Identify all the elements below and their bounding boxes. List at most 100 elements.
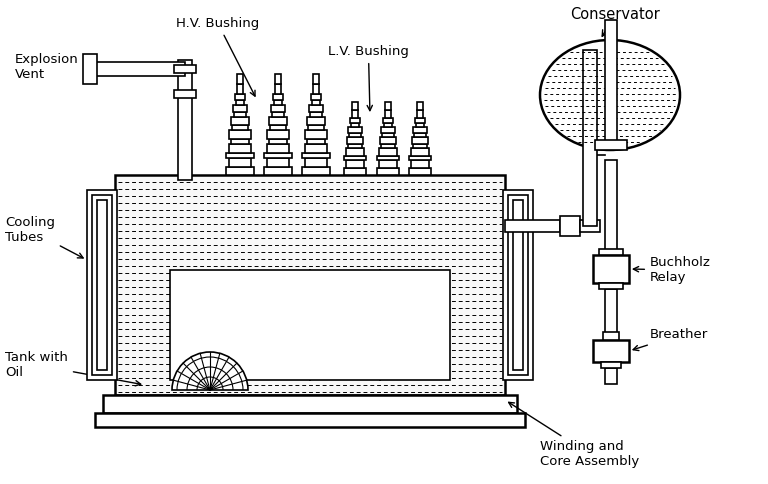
Bar bbox=[346, 160, 364, 168]
Bar bbox=[236, 100, 244, 105]
Text: Winding and
Core Assembly: Winding and Core Assembly bbox=[508, 402, 639, 468]
Bar bbox=[385, 102, 391, 110]
Text: Tank with
Oil: Tank with Oil bbox=[5, 351, 141, 386]
Bar bbox=[302, 153, 330, 158]
Bar bbox=[226, 167, 254, 175]
Bar bbox=[305, 158, 327, 167]
Ellipse shape bbox=[540, 40, 680, 150]
Bar bbox=[415, 118, 425, 123]
Bar bbox=[377, 168, 399, 175]
Bar bbox=[351, 123, 359, 127]
Bar bbox=[379, 160, 397, 168]
Bar bbox=[352, 102, 358, 110]
Bar bbox=[103, 395, 517, 413]
Bar bbox=[305, 130, 327, 139]
Bar bbox=[413, 144, 427, 148]
Bar bbox=[226, 153, 254, 158]
Bar bbox=[270, 125, 286, 130]
Bar bbox=[275, 74, 281, 84]
Bar bbox=[232, 125, 248, 130]
Bar bbox=[178, 60, 192, 180]
Bar bbox=[508, 195, 528, 375]
Bar bbox=[313, 74, 319, 84]
Bar bbox=[309, 105, 323, 112]
Bar bbox=[233, 105, 247, 112]
Bar bbox=[603, 332, 619, 340]
Text: H.V. Bushing: H.V. Bushing bbox=[177, 17, 260, 96]
Text: Buchholz
Relay: Buchholz Relay bbox=[634, 256, 711, 284]
Bar bbox=[312, 100, 320, 105]
Bar bbox=[267, 130, 289, 139]
Bar bbox=[583, 50, 597, 226]
Text: L.V. Bushing: L.V. Bushing bbox=[328, 45, 409, 111]
Bar bbox=[344, 156, 366, 160]
Bar bbox=[308, 125, 324, 130]
Bar bbox=[344, 168, 366, 175]
Bar bbox=[381, 127, 395, 133]
Bar bbox=[272, 112, 284, 117]
Bar bbox=[580, 220, 600, 232]
Bar bbox=[384, 123, 392, 127]
Bar bbox=[505, 220, 560, 232]
Bar bbox=[593, 255, 629, 283]
Bar bbox=[95, 413, 525, 427]
Bar bbox=[310, 112, 322, 117]
Bar bbox=[237, 74, 243, 84]
Bar bbox=[267, 158, 289, 167]
Bar bbox=[414, 133, 426, 137]
Bar bbox=[383, 118, 393, 123]
Bar bbox=[229, 144, 251, 153]
Bar bbox=[95, 62, 185, 76]
Text: Cooling
Tubes: Cooling Tubes bbox=[5, 216, 83, 258]
Text: Explosion
Vent: Explosion Vent bbox=[15, 53, 99, 81]
Bar bbox=[307, 139, 325, 144]
Bar bbox=[605, 160, 617, 255]
Bar bbox=[87, 190, 117, 380]
Bar bbox=[271, 105, 285, 112]
Bar bbox=[229, 158, 251, 167]
Bar bbox=[269, 117, 287, 125]
Bar bbox=[174, 65, 196, 73]
Bar bbox=[237, 84, 243, 94]
Bar bbox=[302, 167, 330, 175]
Bar bbox=[264, 153, 292, 158]
Bar bbox=[346, 148, 364, 156]
Bar bbox=[348, 144, 362, 148]
Bar bbox=[311, 94, 321, 100]
Bar bbox=[269, 139, 287, 144]
Bar bbox=[605, 289, 617, 340]
Bar bbox=[352, 110, 358, 118]
Bar bbox=[413, 127, 427, 133]
Bar bbox=[560, 216, 580, 236]
Bar bbox=[313, 84, 319, 94]
Bar bbox=[381, 144, 395, 148]
Bar bbox=[599, 249, 623, 255]
Bar bbox=[385, 110, 391, 118]
Bar bbox=[115, 175, 505, 395]
Bar bbox=[347, 137, 363, 144]
Bar bbox=[92, 195, 112, 375]
Bar bbox=[601, 362, 621, 368]
Bar bbox=[595, 140, 627, 150]
Wedge shape bbox=[172, 352, 248, 390]
Bar bbox=[349, 133, 361, 137]
Bar bbox=[348, 127, 362, 133]
Bar bbox=[307, 117, 325, 125]
Bar bbox=[275, 84, 281, 94]
Bar bbox=[411, 148, 429, 156]
Bar bbox=[234, 112, 246, 117]
Bar bbox=[605, 20, 617, 150]
Bar bbox=[416, 123, 424, 127]
Bar bbox=[513, 200, 523, 370]
Bar bbox=[411, 160, 429, 168]
Bar bbox=[97, 200, 107, 370]
Bar bbox=[83, 54, 97, 84]
Bar bbox=[409, 168, 431, 175]
Bar bbox=[231, 117, 249, 125]
Bar bbox=[229, 130, 251, 139]
Bar bbox=[379, 148, 397, 156]
Bar bbox=[377, 156, 399, 160]
Bar bbox=[503, 190, 533, 380]
Bar bbox=[235, 94, 245, 100]
Bar bbox=[231, 139, 249, 144]
